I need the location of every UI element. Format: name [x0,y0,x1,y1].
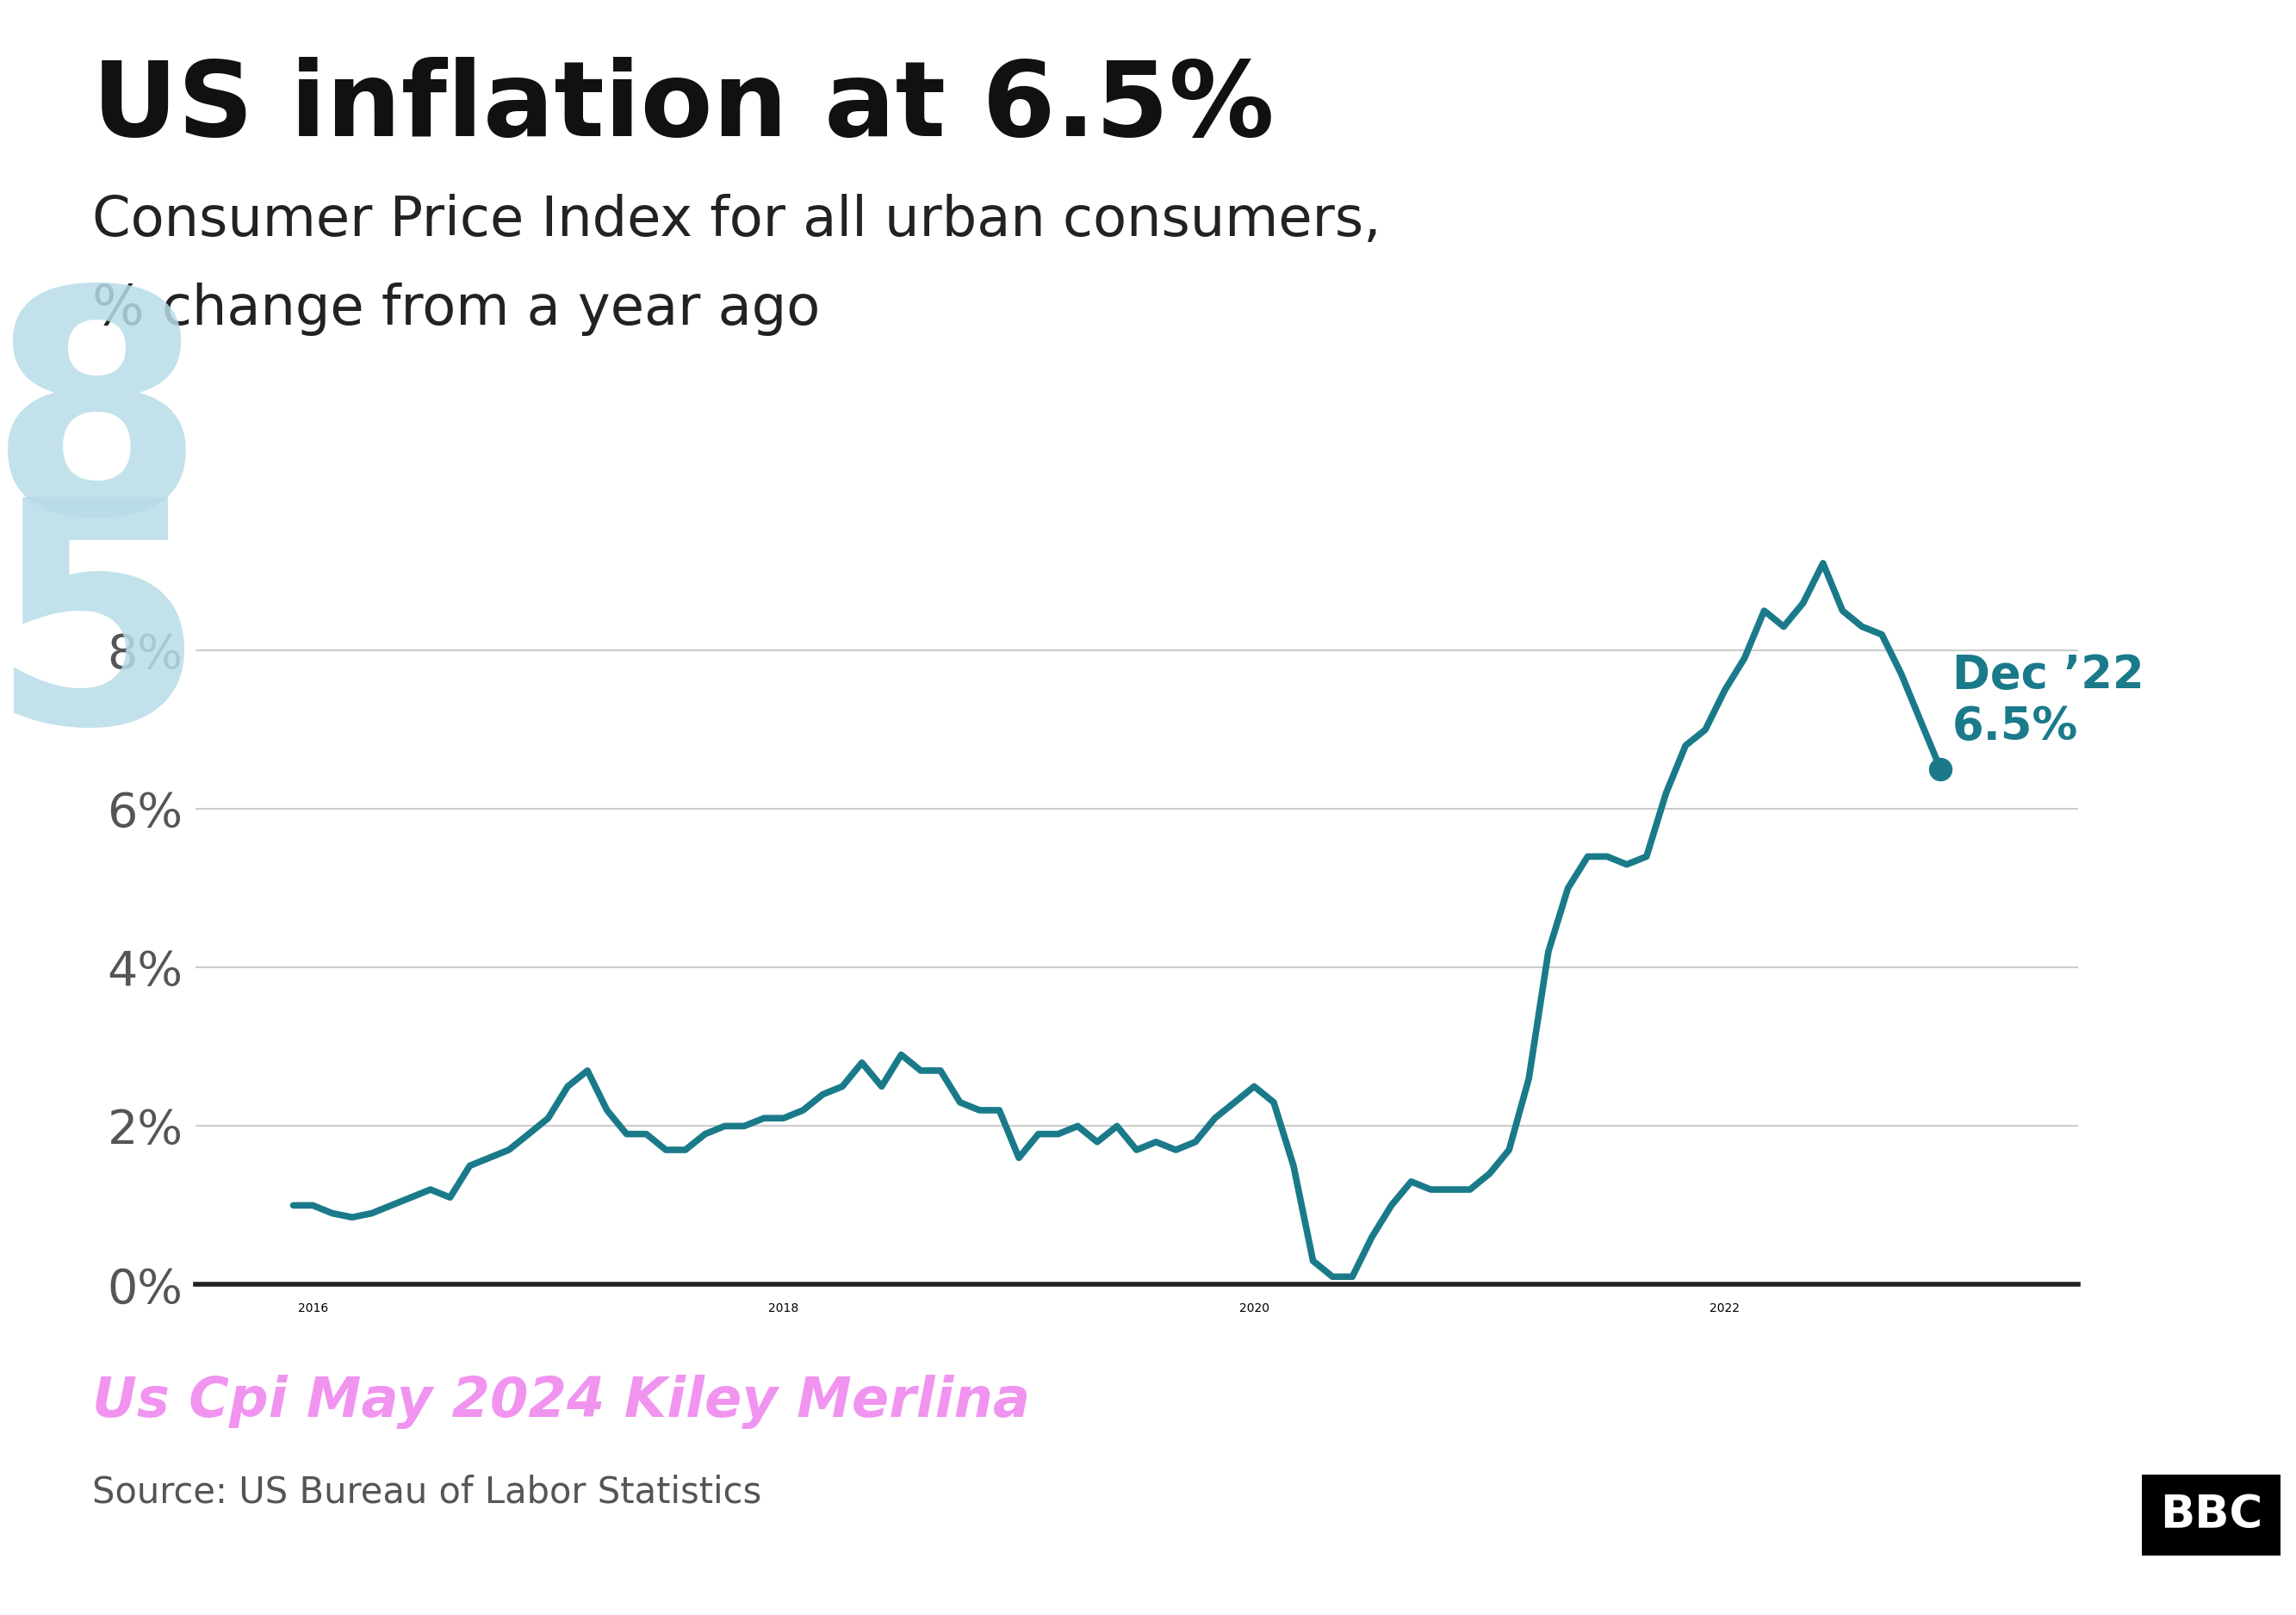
Text: US inflation at 6.5%: US inflation at 6.5% [92,57,1274,157]
Point [1922,756,1958,782]
Text: Dec ’22
6.5%: Dec ’22 6.5% [1952,652,2144,749]
Text: 5: 5 [0,488,204,788]
Text: Source: US Bureau of Labor Statistics: Source: US Bureau of Labor Statistics [92,1474,762,1510]
Text: 8: 8 [0,278,204,578]
Text: BBC: BBC [2161,1492,2262,1537]
Text: Consumer Price Index for all urban consumers,: Consumer Price Index for all urban consu… [92,194,1380,247]
Text: % change from a year ago: % change from a year ago [92,283,820,336]
Text: Us Cpi May 2024 Kiley Merlina: Us Cpi May 2024 Kiley Merlina [92,1374,1031,1429]
